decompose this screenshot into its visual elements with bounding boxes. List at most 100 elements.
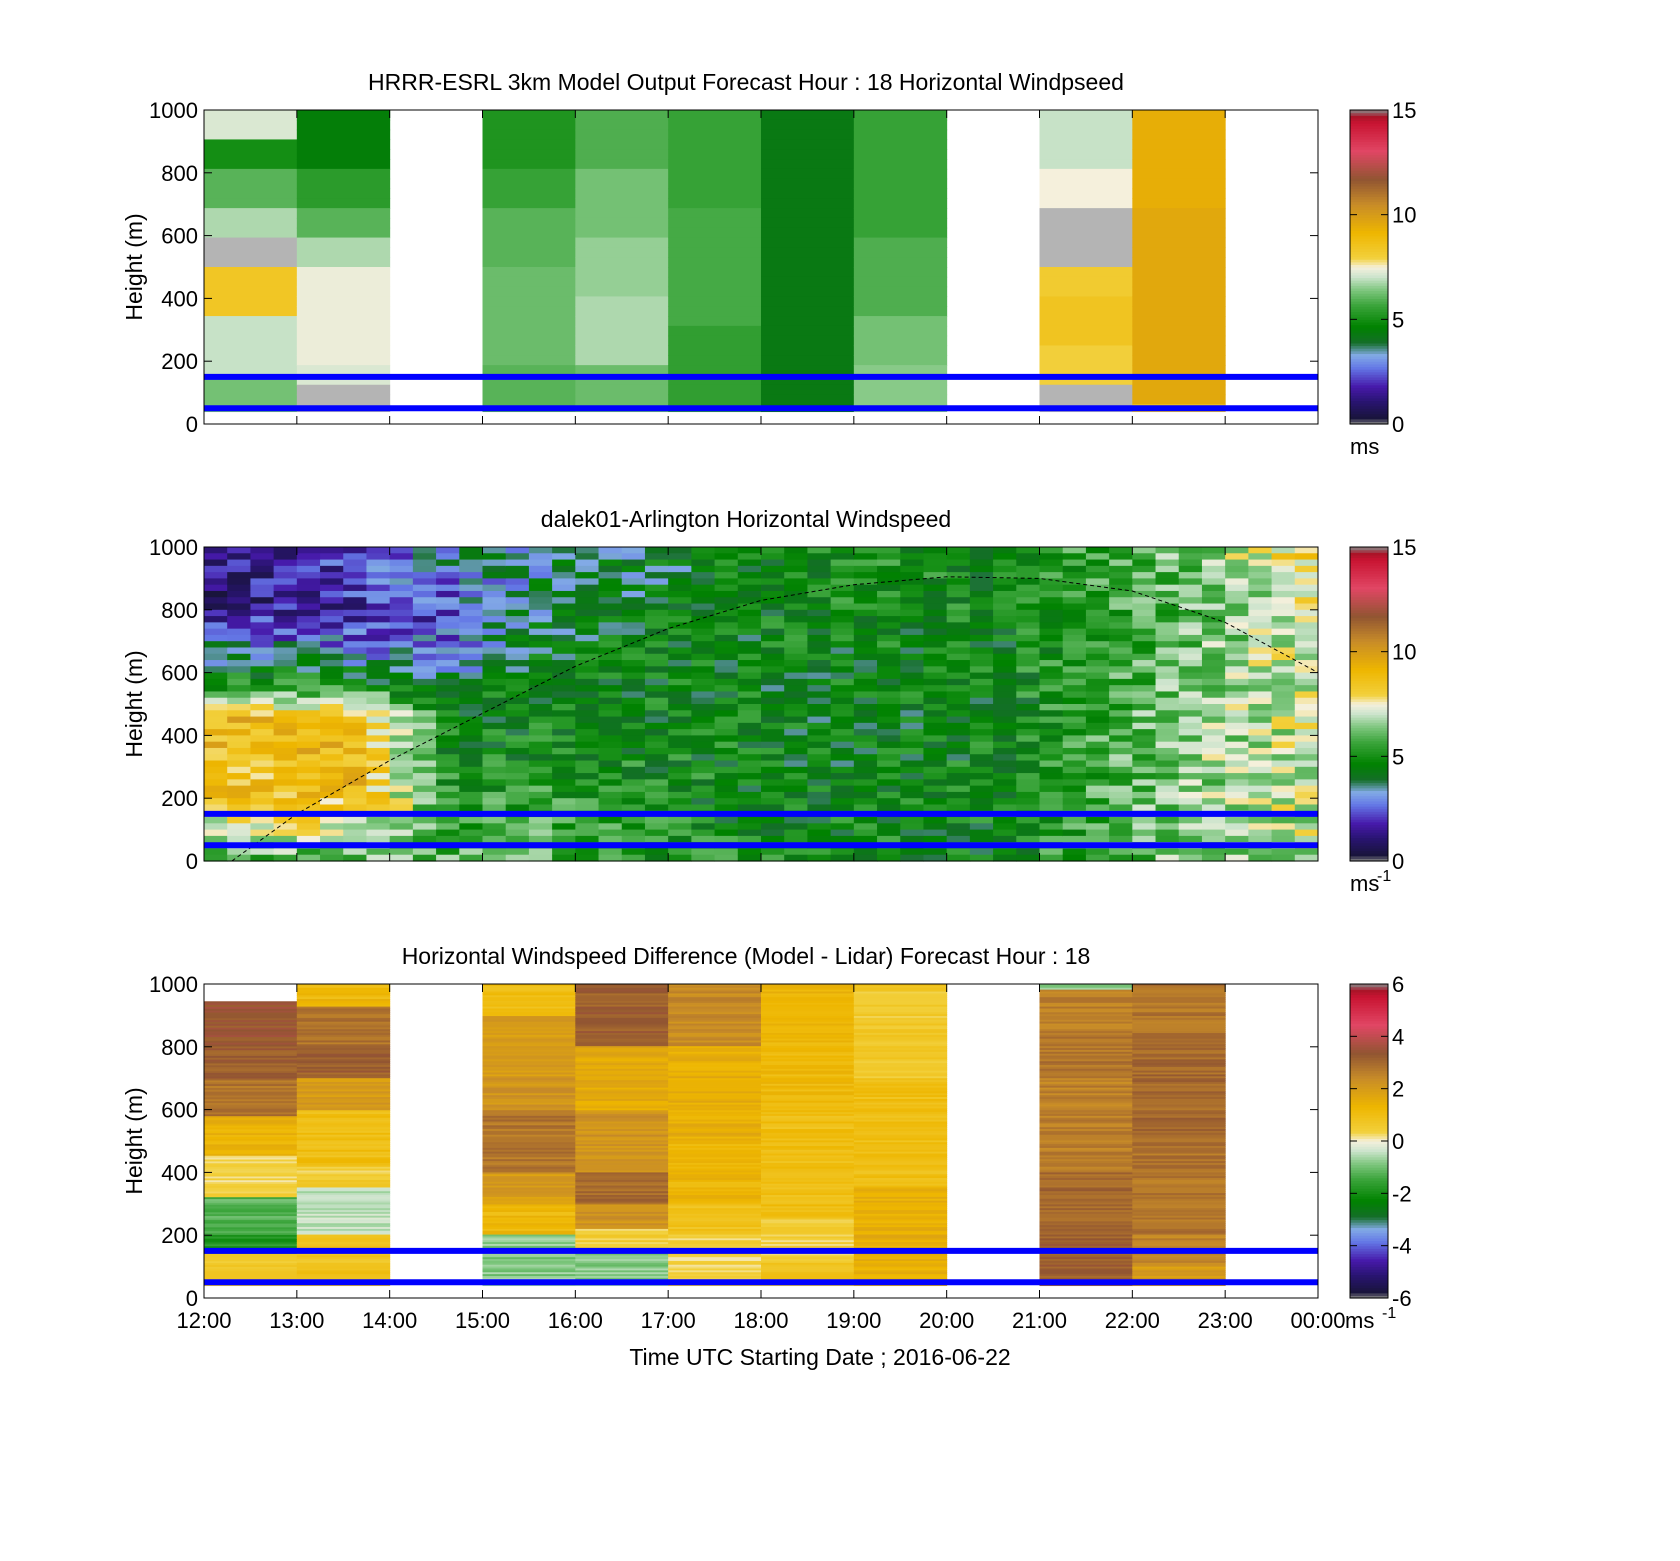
- heatmap-cell: [296, 1123, 391, 1126]
- heatmap-cell: [505, 829, 530, 837]
- heatmap-cell: [296, 798, 321, 806]
- heatmap-cell: [1132, 1032, 1226, 1036]
- heatmap-cell: [227, 773, 251, 780]
- heatmap-cell: [668, 1176, 762, 1179]
- heatmap-cell: [296, 760, 321, 768]
- heatmap-cell: [482, 634, 507, 642]
- heatmap-cell: [505, 722, 530, 730]
- heatmap-cell: [714, 622, 739, 630]
- heatmap-cell: [296, 710, 321, 718]
- heatmap-cell: [575, 227, 669, 239]
- heatmap-cell: [1039, 741, 1064, 749]
- heatmap-cell: [412, 678, 437, 686]
- heatmap-cell: [853, 997, 948, 1000]
- heatmap-cell: [1155, 578, 1180, 586]
- heatmap-cell: [412, 760, 437, 768]
- heatmap-cell: [761, 1215, 855, 1219]
- heatmap-cell: [552, 641, 576, 649]
- heatmap-cell: [296, 1210, 391, 1213]
- heatmap-cell: [320, 609, 344, 617]
- colorbar-swatch: [1350, 293, 1388, 297]
- heatmap-cell: [807, 647, 832, 655]
- heatmap-cell: [320, 854, 344, 862]
- heatmap-cell: [296, 678, 321, 686]
- heatmap-cell: [761, 1089, 855, 1092]
- heatmap-cell: [877, 823, 901, 831]
- heatmap-cell: [1294, 848, 1319, 856]
- heatmap-cell: [1132, 1019, 1226, 1023]
- heatmap-cell: [1085, 779, 1110, 787]
- heatmap-cell: [761, 1161, 855, 1164]
- heatmap-cell: [296, 1061, 391, 1064]
- heatmap-cell: [830, 672, 855, 680]
- colorbar-swatch: [1350, 1096, 1388, 1100]
- colorbar-swatch: [1350, 753, 1388, 757]
- heatmap-cell: [668, 578, 692, 586]
- heatmap-cell: [737, 741, 762, 749]
- heatmap-cell: [1132, 609, 1157, 617]
- heatmap-cell: [1039, 710, 1064, 718]
- heatmap-cell: [1294, 722, 1319, 730]
- heatmap-cell: [575, 997, 669, 1000]
- heatmap-cell: [1294, 678, 1319, 686]
- heatmap-cell: [1132, 1234, 1226, 1238]
- heatmap-cell: [482, 267, 576, 278]
- heatmap-cell: [969, 729, 994, 736]
- heatmap-cell: [482, 991, 576, 995]
- colorbar-swatch: [1350, 837, 1388, 841]
- colorbar-swatch: [1350, 1125, 1388, 1129]
- heatmap-cell: [575, 1213, 669, 1217]
- y-tick-label: 600: [161, 661, 198, 686]
- heatmap-cell: [436, 735, 460, 743]
- heatmap-cell: [204, 1161, 298, 1164]
- heatmap-cell: [668, 1091, 762, 1094]
- heatmap-cell: [761, 227, 855, 239]
- heatmap-cell: [668, 791, 692, 799]
- heatmap-cell: [204, 672, 228, 680]
- heatmap-cell: [714, 578, 739, 586]
- heatmap-cell: [204, 1204, 298, 1208]
- heatmap-cell: [853, 1178, 948, 1181]
- heatmap-cell: [366, 565, 391, 573]
- heatmap-cell: [227, 791, 251, 799]
- heatmap-cell: [575, 1138, 669, 1141]
- heatmap-cell: [668, 741, 692, 749]
- colorbar-swatch: [1350, 986, 1388, 990]
- heatmap-cell: [714, 647, 739, 655]
- heatmap-cell: [320, 647, 344, 655]
- heatmap-cell: [1039, 1000, 1133, 1004]
- heatmap-cell: [227, 553, 251, 561]
- heatmap-cell: [691, 634, 716, 642]
- heatmap-cell: [691, 773, 716, 780]
- colorbar-swatch: [1350, 792, 1388, 797]
- heatmap-cell: [1132, 1276, 1226, 1279]
- heatmap-cell: [296, 1270, 391, 1273]
- heatmap-cell: [668, 1162, 762, 1166]
- heatmap-cell: [923, 697, 948, 705]
- heatmap-cell: [1016, 835, 1040, 843]
- heatmap-cell: [296, 1000, 391, 1004]
- heatmap-cell: [598, 641, 623, 649]
- heatmap-cell: [1132, 710, 1157, 718]
- heatmap-cell: [482, 110, 576, 121]
- heatmap-cell: [528, 603, 553, 611]
- heatmap-cell: [1178, 578, 1203, 586]
- heatmap-cell: [227, 766, 251, 774]
- heatmap-cell: [946, 603, 971, 611]
- colorbar-swatch: [1350, 1180, 1388, 1184]
- colorbar-swatch: [1350, 730, 1388, 734]
- heatmap-cell: [296, 572, 321, 579]
- heatmap-cell: [784, 710, 808, 718]
- colorbar-tick-label: 6: [1392, 972, 1404, 997]
- heatmap-cell: [1201, 785, 1226, 793]
- heatmap-cell: [853, 1147, 948, 1151]
- heatmap-cell: [761, 286, 855, 298]
- heatmap-cell: [343, 716, 367, 724]
- heatmap-cell: [482, 1266, 576, 1270]
- heatmap-cell: [250, 704, 275, 711]
- heatmap-cell: [575, 1225, 669, 1228]
- heatmap-cell: [1178, 773, 1203, 780]
- heatmap-cell: [1039, 641, 1064, 649]
- heatmap-cell: [459, 572, 483, 579]
